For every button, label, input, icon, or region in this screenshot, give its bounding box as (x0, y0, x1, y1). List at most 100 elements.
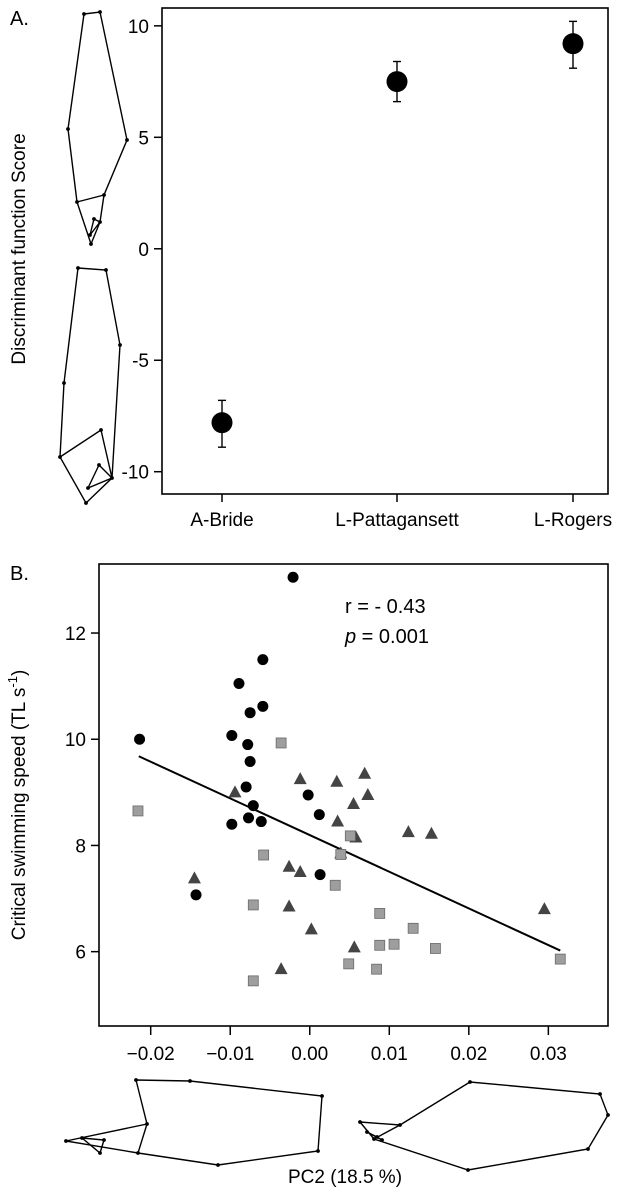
panel-b-triangle-point (293, 865, 307, 877)
panel-b-p-annotation: p = 0.001 (344, 626, 429, 648)
panel-b-y-axis-title-superscript: -1 (5, 676, 20, 688)
landmark-dot (372, 1137, 376, 1141)
panel-b-axes: 6 8 10 12 −0.02 −0.01 0.00 0.01 0.02 0.03 (65, 624, 567, 1065)
panel-a-y-tick-label: -10 (122, 463, 149, 484)
landmark-dot (216, 1163, 220, 1167)
panel-b-triangle-point (228, 785, 242, 798)
panel-b-square-point (430, 943, 441, 954)
panel-b-circle-point (287, 571, 299, 583)
landmark-dot (62, 381, 66, 385)
landmark-dot (98, 220, 102, 224)
landmark-dot (380, 1138, 384, 1142)
panel-b-square-point (329, 879, 341, 891)
landmark-dot (598, 1092, 602, 1096)
landmark-dot (99, 428, 103, 432)
panel-b-triangle-point (282, 899, 296, 912)
panel-b-plot-frame (98, 563, 609, 1027)
panel-b-y-axis-title-close: ) (9, 670, 30, 676)
panel-b-square-point (554, 953, 566, 965)
panel-b-circle-point (233, 677, 245, 689)
landmark-dot (84, 501, 88, 505)
landmark-dot (188, 1079, 192, 1083)
panel-a-mean-point (211, 412, 233, 434)
panel-b-circle-point (244, 707, 256, 719)
outline-segment (81, 1137, 105, 1155)
landmark-dot (82, 12, 86, 16)
landmark-dot (58, 455, 62, 459)
landmark-dot (86, 486, 90, 490)
panel-b-square-point (407, 922, 419, 934)
landmark-dot (66, 127, 70, 131)
landmark-dot (102, 193, 106, 197)
panel-a-shape-upper-icon (66, 10, 129, 247)
panel-b-circle-point (255, 816, 267, 828)
landmark-dot (98, 1151, 102, 1155)
panel-a-x-tick-label: L-Rogers (534, 510, 612, 531)
panel-b-shape-negative-icon (64, 1078, 324, 1167)
outline-segment (86, 464, 114, 490)
panel-b-shape-positive-icon (358, 1080, 610, 1172)
panel-b-square-point (343, 958, 355, 970)
landmark-dot (118, 343, 122, 347)
panel-b-triangle-point (424, 826, 438, 839)
panel-b-square-point (247, 899, 259, 911)
landmark-dot (125, 138, 129, 142)
panel-a-y-tick-label: -5 (132, 351, 149, 372)
panel-b-label: B. (10, 563, 29, 585)
landmark-dot (586, 1147, 590, 1151)
panel-b-square-point (374, 939, 386, 951)
landmark-dot (606, 1113, 610, 1117)
landmark-dot (110, 476, 114, 480)
panel-b-y-tick-label: 6 (75, 943, 86, 964)
panel-b-circle-point (243, 812, 255, 824)
panel-b-y-tick-label: 12 (65, 624, 86, 645)
outline-segment (65, 1079, 323, 1166)
panel-b-triangle-point (347, 797, 360, 810)
panel-b-regression-line (138, 755, 561, 952)
panel-b-triangle-point (282, 859, 296, 872)
landmark-dot (89, 242, 93, 246)
landmark-dot (375, 1135, 379, 1139)
panel-b-square-point (388, 938, 400, 950)
panel-a-y-tick-label: 10 (128, 17, 149, 38)
panel-b-triangle-point (358, 766, 372, 779)
panel-b-y-axis-title-main: Critical swimming speed (TL s (9, 688, 30, 941)
panel-a-y-tick-label: 0 (138, 240, 149, 261)
panel-a-y-axis-title: Discriminant function Score (9, 133, 30, 364)
landmark-dot (88, 233, 92, 237)
panel-b-circle-point (247, 800, 259, 812)
panel-b-circle-point (314, 869, 326, 881)
landmark-dot (102, 1138, 106, 1142)
panel-b-triangle-point (304, 922, 318, 935)
panel-a-marks (211, 20, 584, 448)
panel-b-circle-point (244, 756, 256, 768)
outline-segment (59, 267, 121, 505)
panel-b-x-tick-label: 0.02 (450, 1044, 487, 1065)
panel-b-circle-point (134, 733, 146, 745)
landmark-dot (104, 268, 108, 272)
panel-b-triangle-point (330, 774, 344, 787)
panel-b-triangle-point (537, 902, 551, 915)
outline-segment (76, 194, 105, 203)
panel-b-y-tick-label: 8 (75, 836, 86, 857)
panel-b-square-point (371, 963, 382, 975)
panel-b-circle-point (242, 739, 254, 751)
panel-b-triangle-point (401, 825, 415, 838)
panel-b-circle-point (302, 789, 314, 801)
panel-b-triangle-point (293, 772, 307, 785)
landmark-dot (64, 1139, 68, 1143)
panel-a-shape-lower-icon (58, 266, 122, 505)
landmark-dot (466, 1168, 470, 1172)
outline-segment (366, 1131, 383, 1141)
landmark-dot (316, 1149, 320, 1153)
landmark-dot (468, 1080, 472, 1084)
outline-segment (67, 11, 128, 247)
landmark-dot (97, 463, 101, 467)
outline-segment (89, 218, 102, 236)
panel-b-y-tick-label: 10 (65, 730, 86, 751)
landmark-dot (76, 266, 80, 270)
panel-a-y-tick-label: 5 (138, 128, 149, 149)
panel-b-square-point (344, 830, 356, 842)
panel-a-mean-point (562, 33, 584, 55)
panel-a-axes: -10 -5 0 5 10 A-Bride L-Pattagansett L-Rogers (122, 17, 613, 531)
